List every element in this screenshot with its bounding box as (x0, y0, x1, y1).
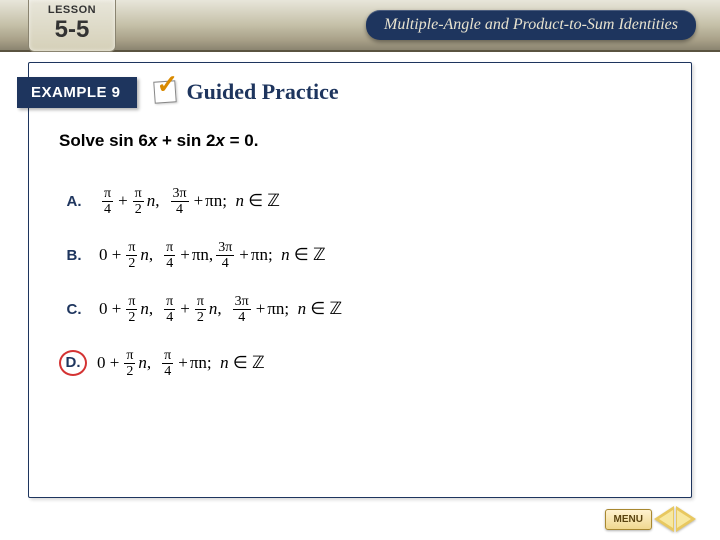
next-button[interactable] (676, 506, 696, 532)
question-area: Solve sin 6x + sin 2x = 0. A.π4+π2n,3π4+… (59, 131, 661, 391)
question-part: = 0. (225, 131, 259, 150)
guided-practice-label: Guided Practice (187, 79, 339, 105)
answer-math: 0 +π2n,π4+πn,3π4+πn; n ∈ ℤ (99, 240, 324, 271)
answer-option[interactable]: A. π4+π2n,3π4+πn; n ∈ ℤ (59, 175, 661, 227)
answer-math: 0 +π2n,π4+πn; n ∈ ℤ (97, 348, 263, 379)
lesson-tab: LESSON 5-5 (28, 0, 116, 52)
example-heading: EXAMPLE 9 ✓ Guided Practice (17, 75, 339, 109)
lesson-label: LESSON (29, 4, 115, 16)
content-frame: EXAMPLE 9 ✓ Guided Practice Solve sin 6x… (28, 62, 692, 498)
answer-letter: B. (59, 247, 89, 264)
header-band: LESSON 5-5 Multiple-Angle and Product-to… (0, 0, 720, 54)
nav-controls: MENU (605, 506, 696, 532)
answer-letter: A. (59, 193, 89, 210)
question-text: Solve sin 6x + sin 2x = 0. (59, 131, 661, 151)
question-var: x (215, 131, 224, 150)
example-label: EXAMPLE 9 (17, 77, 137, 108)
lesson-number: 5-5 (29, 16, 115, 44)
prev-button[interactable] (654, 506, 674, 532)
answer-letter: D. (59, 350, 87, 376)
answer-math: π4+π2n,3π4+πn; n ∈ ℤ (99, 186, 278, 217)
checkmark-icon: ✓ (151, 75, 179, 109)
question-part: Solve sin 6 (59, 131, 148, 150)
answer-letter: C. (59, 301, 89, 318)
answer-option[interactable]: B. 0 +π2n,π4+πn,3π4+πn; n ∈ ℤ (59, 229, 661, 281)
answer-list: A. π4+π2n,3π4+πn; n ∈ ℤ B. 0 +π2n,π4+πn,3π4… (59, 175, 661, 389)
answer-math: 0 +π2n,π4+π2n,3π4+πn; n ∈ ℤ (99, 294, 340, 325)
chapter-title: Multiple-Angle and Product-to-Sum Identi… (366, 10, 696, 40)
question-var: x (148, 131, 157, 150)
menu-button[interactable]: MENU (605, 509, 652, 530)
answer-option[interactable]: C. 0 +π2n,π4+π2n,3π4+πn; n ∈ ℤ (59, 283, 661, 335)
answer-option[interactable]: D. 0 +π2n,π4+πn; n ∈ ℤ (59, 337, 661, 389)
question-part: + sin 2 (157, 131, 215, 150)
